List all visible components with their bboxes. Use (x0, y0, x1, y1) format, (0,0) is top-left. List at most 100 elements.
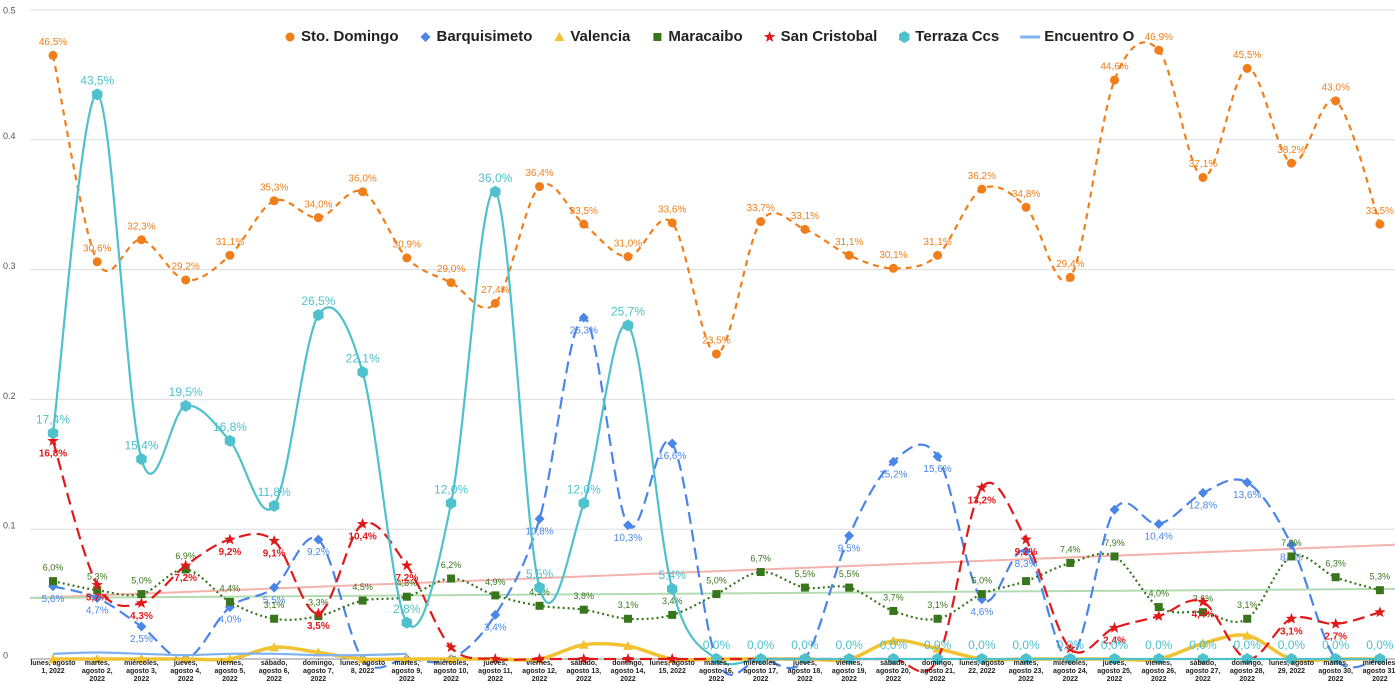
x-tick-label: lunes, agosto 22, 2022 (959, 660, 1005, 675)
marker (1110, 75, 1120, 85)
marker (1153, 610, 1165, 622)
marker (179, 559, 192, 571)
marker (313, 213, 323, 223)
data-label: 4,4% (1192, 610, 1215, 621)
x-tick-label: viernes, agosto 19, 2022 (831, 660, 867, 683)
legend-marker (420, 32, 431, 42)
data-label: 15,2% (879, 469, 907, 480)
x-tick-label: sábado, agosto 6, 2022 (258, 660, 290, 683)
marker (623, 614, 632, 623)
data-label: 29,4% (1056, 259, 1084, 270)
data-label: 9,2% (1015, 547, 1038, 558)
marker (136, 453, 147, 466)
data-label: 0,0% (1366, 638, 1394, 652)
marker (401, 654, 412, 663)
data-label: 5,0% (706, 575, 727, 585)
marker (92, 654, 103, 663)
legend-marker (285, 32, 295, 42)
marker (799, 653, 811, 665)
marker (490, 609, 501, 620)
x-tick-label: jueves, agosto 25, 2022 (1097, 660, 1132, 683)
data-label: 5,5% (839, 569, 860, 579)
data-label: 6,0% (43, 562, 64, 572)
marker (888, 653, 899, 665)
data-label: 6,3% (1325, 559, 1346, 569)
marker (976, 481, 988, 493)
marker (1286, 539, 1297, 550)
marker (47, 427, 59, 440)
marker (756, 568, 765, 577)
marker (711, 653, 722, 665)
data-label: 0,0% (1189, 638, 1217, 652)
marker (1197, 638, 1208, 648)
data-label: 4,9% (485, 577, 506, 587)
data-label: 33,1% (791, 211, 819, 222)
data-label: 29,2% (172, 262, 200, 273)
data-label: 12,8% (1189, 500, 1217, 511)
x-tick-label: miércoles, agosto 24, 2022 (1052, 660, 1088, 683)
marker (1330, 653, 1341, 665)
x-tick-label: domingo, agosto 7, 2022 (302, 660, 335, 683)
marker (1020, 533, 1032, 545)
x-tick-label: sábado, agosto 13, 2022 (566, 660, 602, 683)
data-label: 4,3% (130, 611, 153, 622)
data-label: 10,3% (614, 533, 642, 544)
data-label: 4,5% (352, 582, 373, 592)
marker (1242, 630, 1253, 640)
legend-label: Sto. Domingo (301, 28, 399, 45)
x-tick-label: lunes, agosto 8, 2022 (340, 660, 386, 675)
x-tick-label: martes, agosto 30, 2022 (1318, 660, 1353, 683)
marker (402, 592, 411, 601)
marker (1197, 653, 1209, 665)
marker (136, 654, 147, 663)
marker (1286, 653, 1297, 665)
marker (269, 582, 280, 593)
data-label: 0,0% (1234, 638, 1262, 652)
marker (932, 653, 943, 665)
marker (844, 250, 854, 260)
x-tick-label: miércoles, agosto 10, 2022 (433, 660, 469, 683)
data-label: 8,3% (1015, 559, 1038, 570)
marker (1286, 158, 1296, 168)
data-label: 0,0% (968, 638, 996, 652)
data-label: 2,5% (130, 634, 153, 645)
legend-marker (763, 31, 776, 42)
series-line (51, 41, 1381, 356)
marker (225, 597, 234, 606)
data-label: 35,3% (260, 182, 288, 193)
marker (491, 591, 500, 600)
marker (447, 574, 456, 583)
marker (889, 606, 898, 615)
data-label: 15,4% (124, 438, 158, 452)
y-tick-label: 0.3 (3, 261, 16, 271)
data-label: 6,2% (441, 560, 462, 570)
data-label: 0,0% (747, 638, 775, 652)
data-label: 0,0% (791, 638, 819, 652)
data-label: 30,9% (393, 240, 421, 251)
x-tick-label: jueves, agosto 4, 2022 (170, 660, 202, 683)
data-label: 5,5% (263, 595, 286, 606)
marker (135, 597, 148, 609)
marker (49, 577, 57, 586)
marker (667, 582, 678, 595)
marker (224, 654, 235, 663)
data-label: 31,0% (614, 238, 642, 249)
data-label: 16,8% (213, 420, 247, 434)
data-label: 7,9% (1104, 538, 1125, 548)
data-label: 13,2% (968, 495, 996, 506)
marker (314, 612, 323, 621)
data-label: 9,5% (838, 543, 861, 554)
marker (92, 257, 102, 267)
data-label: 12,0% (434, 482, 468, 496)
marker (579, 605, 588, 614)
marker (844, 530, 855, 541)
data-label: 7,9% (1281, 538, 1302, 548)
marker (93, 586, 102, 595)
marker (578, 497, 589, 510)
marker (1021, 202, 1031, 212)
marker (1287, 552, 1296, 561)
x-tick-label: miércoles, agosto 3, 2022 (124, 660, 159, 683)
marker (622, 653, 634, 664)
data-label: 43,0% (1321, 83, 1349, 94)
data-label: 36,2% (968, 171, 996, 182)
